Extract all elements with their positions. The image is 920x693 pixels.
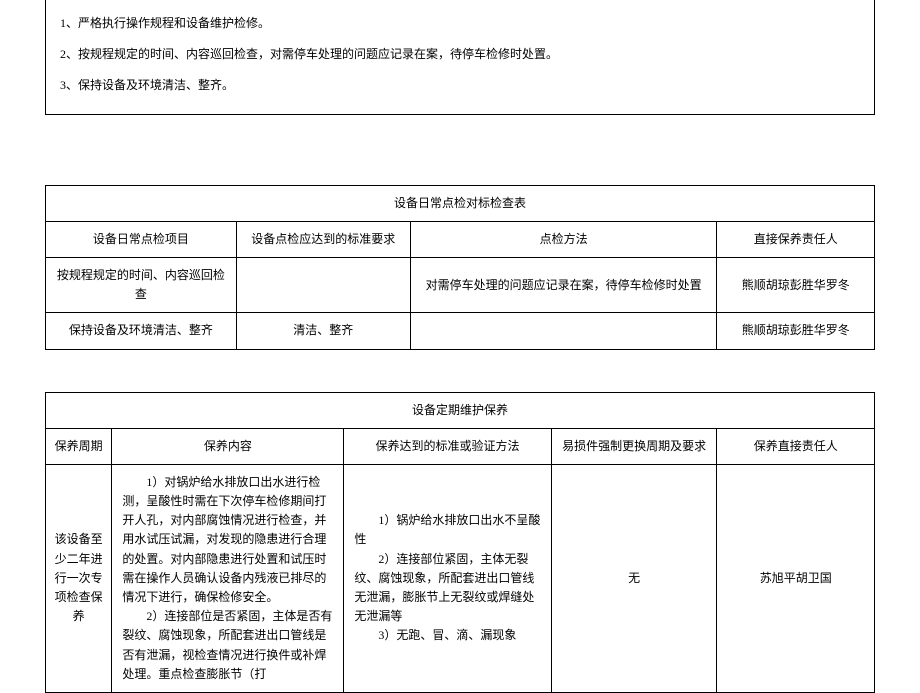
cell: 对需停车处理的问题应记录在案，待停车检修时处置 [410,257,717,312]
responsible-person: 苏旭平胡卫国 [717,464,875,692]
table2-header-4: 易损件强制更换周期及要求 [551,428,717,464]
table1-header-3: 点检方法 [410,221,717,257]
maintenance-standard: 1）锅炉给水排放口出水不呈酸性 2）连接部位紧固，主体无裂纹、腐蚀现象，所配套进… [344,464,551,692]
standard-p1: 1）锅炉给水排放口出水不呈酸性 [354,511,540,549]
table2-title: 设备定期维护保养 [46,392,875,428]
cell [236,257,410,312]
table-row: 该设备至少二年进行一次专项检查保养 1）对锅炉给水排放口出水进行检测，呈酸性时需… [46,464,875,692]
table2-header-3: 保养达到的标准或验证方法 [344,428,551,464]
rule-line-3: 3、保持设备及环境清洁、整齐。 [60,76,860,95]
cell: 熊顺胡琼彭胜华罗冬 [717,313,875,349]
cell: 清洁、整齐 [236,313,410,349]
cell: 保持设备及环境清洁、整齐 [46,313,237,349]
table2-header-1: 保养周期 [46,428,112,464]
periodic-maintenance-table: 设备定期维护保养 保养周期 保养内容 保养达到的标准或验证方法 易损件强制更换周… [45,392,875,693]
content-p2: 2）连接部位是否紧固，主体是否有裂纹、腐蚀现象，所配套进出口管线是否有泄漏，视检… [122,607,333,684]
maintenance-period: 该设备至少二年进行一次专项检查保养 [46,464,112,692]
table1-header-4: 直接保养责任人 [717,221,875,257]
table2-header-2: 保养内容 [112,428,344,464]
cell: 按规程规定的时间、内容巡回检查 [46,257,237,312]
top-rules-box: 1、严格执行操作规程和设备维护检修。 2、按规程规定的时间、内容巡回检查，对需停… [45,0,875,115]
rule-line-2: 2、按规程规定的时间、内容巡回检查，对需停车处理的问题应记录在案，待停车检修时处… [60,45,860,64]
table1-header-1: 设备日常点检项目 [46,221,237,257]
wear-parts: 无 [551,464,717,692]
table2-header-5: 保养直接责任人 [717,428,875,464]
content-p1: 1）对锅炉给水排放口出水进行检测，呈酸性时需在下次停车检修期间打开人孔，对内部腐… [122,473,333,607]
standard-p2: 2）连接部位紧固，主体无裂纹、腐蚀现象，所配套进出口管线无泄漏，膨胀节上无裂纹或… [354,550,540,627]
table-row: 保持设备及环境清洁、整齐 清洁、整齐 熊顺胡琼彭胜华罗冬 [46,313,875,349]
standard-p3: 3）无跑、冒、滴、漏现象 [354,626,540,645]
cell: 熊顺胡琼彭胜华罗冬 [717,257,875,312]
rule-line-1: 1、严格执行操作规程和设备维护检修。 [60,14,860,33]
table1-title: 设备日常点检对标检查表 [46,185,875,221]
daily-inspection-table: 设备日常点检对标检查表 设备日常点检项目 设备点检应达到的标准要求 点检方法 直… [45,185,875,350]
maintenance-content: 1）对锅炉给水排放口出水进行检测，呈酸性时需在下次停车检修期间打开人孔，对内部腐… [112,464,344,692]
cell [410,313,717,349]
table-row: 按规程规定的时间、内容巡回检查 对需停车处理的问题应记录在案，待停车检修时处置 … [46,257,875,312]
table1-header-2: 设备点检应达到的标准要求 [236,221,410,257]
